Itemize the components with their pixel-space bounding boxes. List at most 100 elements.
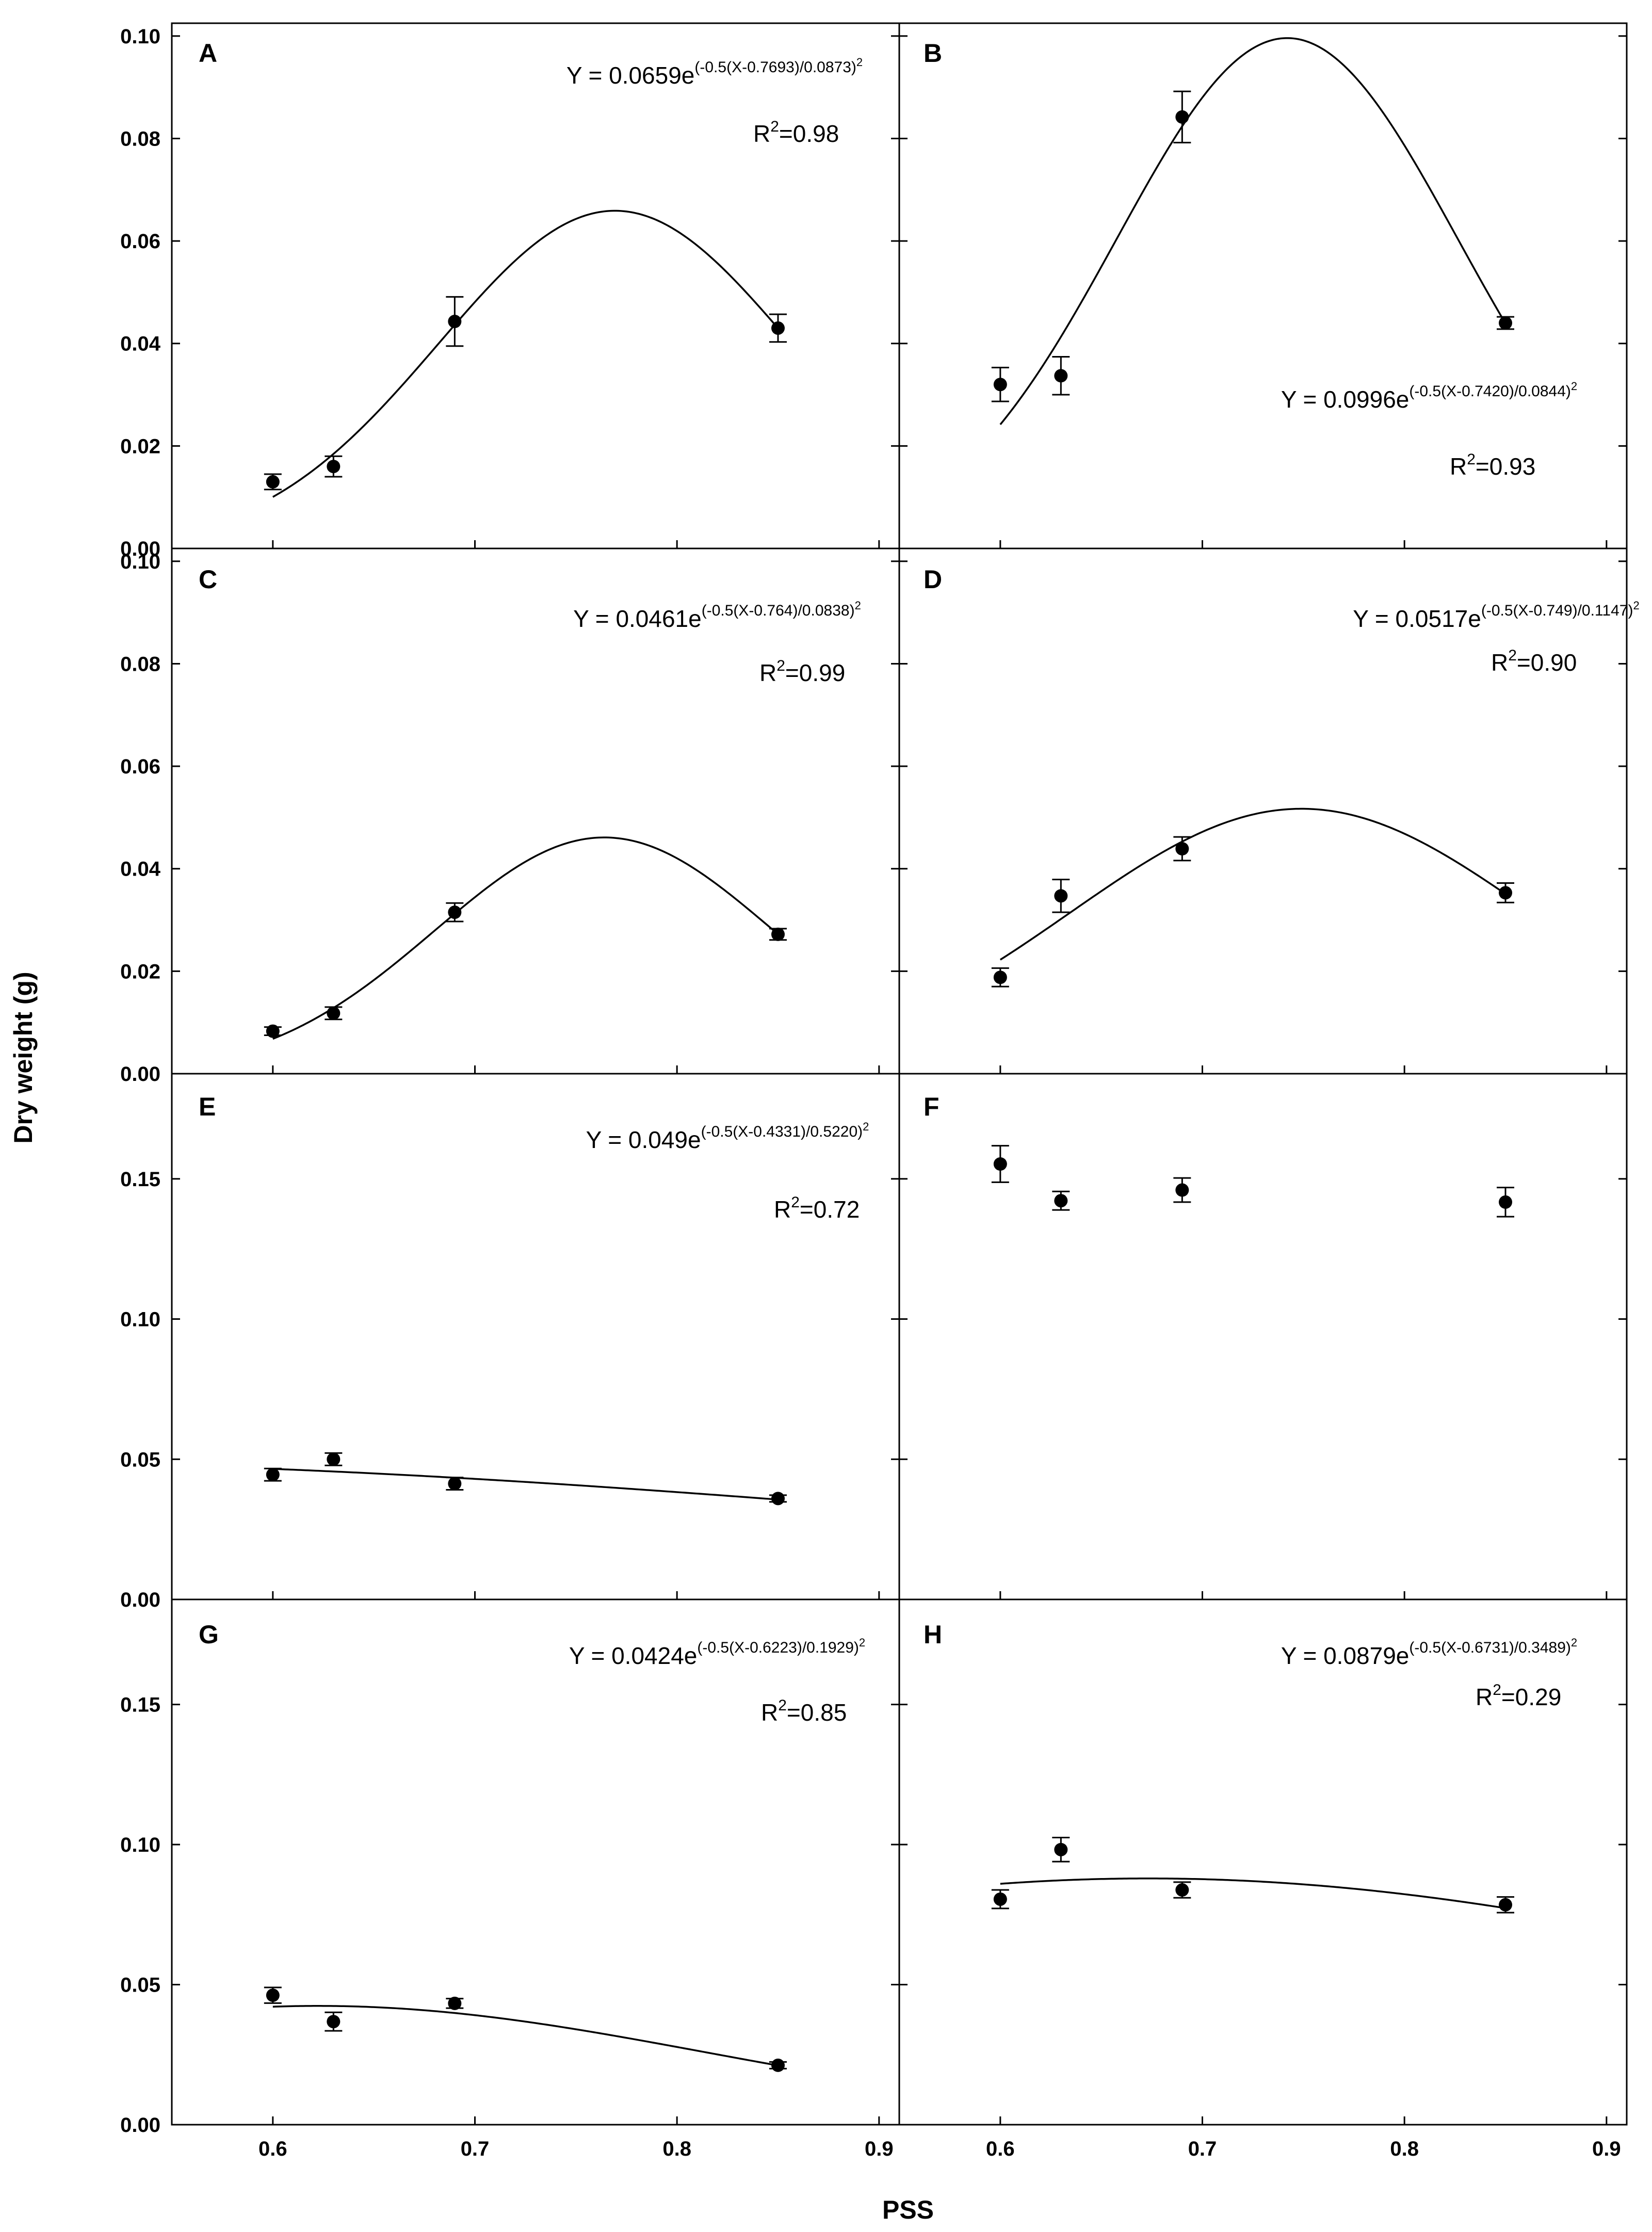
data-point bbox=[1175, 1183, 1189, 1197]
r-squared: R2=0.29 bbox=[1476, 1681, 1561, 1710]
r-squared-value: =0.85 bbox=[787, 1699, 847, 1726]
equation-base: Y = 0.0996e bbox=[1281, 386, 1410, 413]
data-point bbox=[1054, 369, 1068, 383]
equation-base: Y = 0.0517e bbox=[1353, 605, 1481, 632]
data-point bbox=[1175, 110, 1189, 124]
panel-frame bbox=[898, 1598, 1628, 2126]
y-tick-label: 0.00 bbox=[120, 538, 160, 560]
r-squared: R2=0.99 bbox=[759, 657, 845, 686]
equation-base: Y = 0.0879e bbox=[1281, 1642, 1410, 1669]
data-point bbox=[1499, 1898, 1512, 1912]
y-tick-label: 0.15 bbox=[120, 1694, 160, 1717]
r-squared-r: R bbox=[1450, 453, 1467, 480]
y-axis-title: Dry weight (g) bbox=[9, 972, 38, 1143]
r-squared-sup: 2 bbox=[1508, 647, 1517, 664]
panel-frame bbox=[898, 547, 1628, 1075]
data-point bbox=[448, 1996, 462, 2010]
panel-c: 0.00 0.02 0.04 0.06 0.08 0.10 C Y = 0.0461e(-0.… bbox=[120, 547, 900, 1086]
equation-exponent: (-0.5(X-0.7420)/0.0844) bbox=[1409, 383, 1571, 400]
data-point bbox=[771, 1492, 785, 1506]
equation-square: 2 bbox=[1571, 380, 1577, 393]
panel-h: 0.6 0.7 0.8 0.9 H Y = 0.0879e(-0.5(X-0.6731)/… bbox=[898, 1598, 1628, 2160]
r-squared: R2=0.72 bbox=[774, 1194, 860, 1223]
y-tick-label: 0.00 bbox=[120, 1063, 160, 1086]
equation-base: Y = 0.0424e bbox=[569, 1642, 698, 1669]
r-squared-value: =0.98 bbox=[779, 120, 839, 147]
y-tick-label: 0.08 bbox=[120, 653, 160, 675]
panel-f: F bbox=[898, 1073, 1628, 1600]
equation-base: Y = 0.0659e bbox=[566, 62, 695, 89]
equation-exponent: (-0.5(X-0.749)/0.1147) bbox=[1481, 602, 1633, 619]
data-point bbox=[771, 927, 785, 941]
panel-b: BY = 0.0996e(-0.5(X-0.7420)/0.0844)2R2=0… bbox=[898, 22, 1628, 549]
panel-frame bbox=[898, 1073, 1628, 1600]
data-point bbox=[266, 1988, 280, 2002]
fit-curve bbox=[272, 2005, 779, 2067]
fit-equation: Y = 0.0424e(-0.5(X-0.6223)/0.1929)2 bbox=[569, 1636, 865, 1669]
r-squared-r: R bbox=[1491, 649, 1508, 676]
y-tick-label: 0.10 bbox=[120, 1834, 160, 1856]
fit-equation: Y = 0.049e(-0.5(X-0.4331)/0.5220)2 bbox=[586, 1120, 869, 1153]
data-point bbox=[327, 1452, 341, 1466]
data-point bbox=[266, 475, 280, 489]
x-tick-label: 0.7 bbox=[1188, 2138, 1217, 2160]
r-squared-r: R bbox=[761, 1699, 778, 1726]
data-point bbox=[327, 1006, 341, 1020]
equation-square: 2 bbox=[1633, 599, 1639, 612]
x-tick-label: 0.7 bbox=[461, 2138, 490, 2160]
r-squared: R2=0.85 bbox=[761, 1697, 847, 1726]
fit-curve bbox=[272, 836, 779, 1040]
y-tick-label: 0.04 bbox=[120, 333, 161, 355]
y-tick-label: 0.10 bbox=[120, 25, 160, 48]
y-tick-label: 0.08 bbox=[120, 127, 160, 150]
panel-frame bbox=[171, 1073, 900, 1600]
equation-exponent: (-0.5(X-0.6223)/0.1929) bbox=[697, 1639, 859, 1656]
y-tick-label: 0.06 bbox=[120, 230, 160, 253]
data-point bbox=[448, 1477, 462, 1491]
data-point bbox=[771, 321, 785, 335]
y-tick-label: 0.05 bbox=[120, 1974, 160, 1997]
panel-letter: D bbox=[924, 565, 942, 594]
r-squared-r: R bbox=[753, 120, 770, 147]
fit-curve bbox=[272, 209, 779, 498]
y-tick-label: 0.10 bbox=[120, 1308, 160, 1331]
equation-base: Y = 0.0461e bbox=[573, 605, 702, 632]
r-squared-value: =0.29 bbox=[1501, 1684, 1561, 1710]
panel-g: 0.00 0.05 0.10 0.15 0.6 0.7 0.8 0.9 G Y = 0.0424e… bbox=[120, 1598, 900, 2160]
r-squared-value: =0.93 bbox=[1476, 453, 1535, 480]
x-tick-label: 0.8 bbox=[1390, 2138, 1419, 2160]
panel-letter: B bbox=[924, 39, 942, 68]
panel-letter: E bbox=[199, 1092, 216, 1121]
data-point bbox=[1499, 1195, 1512, 1209]
data-point bbox=[1499, 886, 1512, 900]
equation-square: 2 bbox=[1571, 1636, 1577, 1649]
panel-letter: A bbox=[199, 39, 217, 68]
y-tick-label: 0.06 bbox=[120, 755, 160, 778]
r-squared-r: R bbox=[774, 1196, 791, 1223]
y-tick-label: 0.10 bbox=[120, 551, 160, 573]
r-squared: R2=0.93 bbox=[1450, 451, 1535, 480]
panel-d: DY = 0.0517e(-0.5(X-0.749)/0.1147)2R2=0.… bbox=[898, 547, 1640, 1075]
fit-equation: Y = 0.0461e(-0.5(X-0.764)/0.0838)2 bbox=[573, 599, 861, 632]
fit-curve bbox=[272, 1468, 779, 1501]
panel-letter: F bbox=[924, 1092, 940, 1121]
r-squared-sup: 2 bbox=[776, 657, 785, 674]
equation-square: 2 bbox=[856, 56, 863, 69]
y-tick-label: 0.00 bbox=[120, 2114, 160, 2137]
data-point bbox=[448, 315, 462, 329]
equation-exponent: (-0.5(X-0.764)/0.0838) bbox=[702, 602, 855, 619]
x-tick-label: 0.9 bbox=[865, 2138, 894, 2160]
data-point bbox=[327, 460, 341, 474]
r-squared-sup: 2 bbox=[778, 1697, 787, 1714]
r-squared: R2=0.90 bbox=[1491, 647, 1577, 676]
fit-equation: Y = 0.0517e(-0.5(X-0.749)/0.1147)2 bbox=[1353, 599, 1639, 632]
panel-letter: C bbox=[199, 565, 217, 594]
fit-curve bbox=[999, 37, 1507, 425]
equation-square: 2 bbox=[859, 1636, 865, 1649]
r-squared-value: =0.99 bbox=[785, 659, 845, 686]
fit-equation: Y = 0.0996e(-0.5(X-0.7420)/0.0844)2 bbox=[1281, 380, 1577, 413]
equation-square: 2 bbox=[855, 599, 861, 612]
data-point bbox=[771, 2058, 785, 2072]
